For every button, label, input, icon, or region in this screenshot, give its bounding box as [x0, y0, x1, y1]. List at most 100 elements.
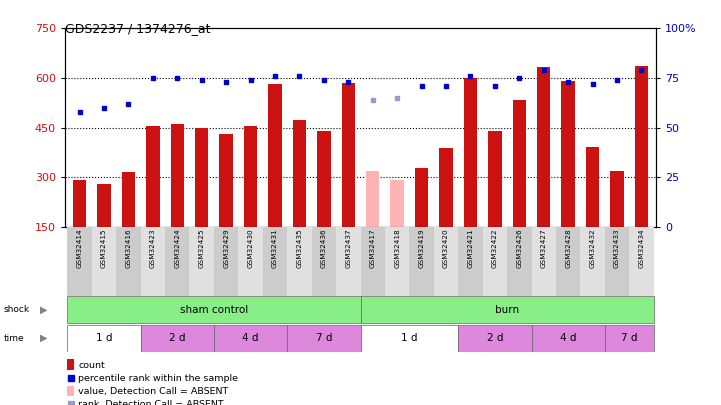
Bar: [73, 181, 87, 227]
Text: ▶: ▶: [40, 333, 47, 343]
Text: GSM32430: GSM32430: [247, 229, 254, 269]
Bar: [141, 324, 214, 352]
Text: GSM32432: GSM32432: [590, 229, 596, 269]
Bar: [605, 324, 654, 352]
Bar: [171, 124, 184, 227]
Bar: [537, 67, 550, 227]
Text: GSM32421: GSM32421: [467, 229, 474, 269]
Bar: [146, 126, 159, 227]
Bar: [562, 81, 575, 227]
Text: count: count: [79, 360, 105, 370]
Text: GSM32419: GSM32419: [419, 229, 425, 269]
Bar: [610, 171, 624, 227]
Bar: [244, 126, 257, 227]
Bar: [507, 227, 531, 296]
Bar: [629, 227, 654, 296]
Bar: [219, 134, 233, 227]
Text: 1 d: 1 d: [96, 333, 112, 343]
Bar: [580, 227, 605, 296]
Text: GSM32424: GSM32424: [174, 229, 180, 269]
Bar: [195, 128, 208, 227]
Text: GSM32427: GSM32427: [541, 229, 547, 269]
Bar: [92, 227, 116, 296]
Bar: [293, 120, 306, 227]
Bar: [67, 227, 92, 296]
Bar: [342, 83, 355, 227]
Bar: [262, 227, 287, 296]
Bar: [287, 227, 311, 296]
Bar: [67, 324, 141, 352]
Text: GSM32428: GSM32428: [565, 229, 571, 269]
Bar: [634, 66, 648, 227]
Bar: [311, 227, 336, 296]
Text: 2 d: 2 d: [487, 333, 503, 343]
Text: GSM32418: GSM32418: [394, 229, 400, 269]
Text: GSM32420: GSM32420: [443, 229, 449, 269]
Bar: [165, 227, 190, 296]
Bar: [317, 131, 330, 227]
Text: percentile rank within the sample: percentile rank within the sample: [79, 374, 239, 383]
Text: value, Detection Call = ABSENT: value, Detection Call = ABSENT: [79, 387, 229, 396]
Bar: [141, 227, 165, 296]
Text: GSM32415: GSM32415: [101, 229, 107, 269]
Text: GSM32433: GSM32433: [614, 229, 620, 269]
Bar: [385, 227, 410, 296]
Bar: [415, 168, 428, 227]
Text: GSM32436: GSM32436: [321, 229, 327, 269]
Bar: [268, 84, 282, 227]
Text: GSM32423: GSM32423: [150, 229, 156, 269]
Text: GSM32425: GSM32425: [199, 229, 205, 269]
Text: GSM32431: GSM32431: [272, 229, 278, 269]
Bar: [434, 227, 459, 296]
Bar: [513, 100, 526, 227]
Text: time: time: [4, 334, 25, 343]
Bar: [66, 386, 74, 396]
Bar: [190, 227, 214, 296]
Bar: [531, 227, 556, 296]
Bar: [66, 359, 74, 370]
Text: GSM32434: GSM32434: [639, 229, 645, 269]
Bar: [336, 227, 360, 296]
Text: GSM32426: GSM32426: [516, 229, 522, 269]
Bar: [459, 227, 482, 296]
Text: 4 d: 4 d: [560, 333, 576, 343]
Bar: [410, 227, 434, 296]
Bar: [459, 324, 531, 352]
Bar: [360, 227, 385, 296]
Text: GSM32422: GSM32422: [492, 229, 498, 269]
Bar: [67, 296, 360, 324]
Bar: [239, 227, 262, 296]
Bar: [605, 227, 629, 296]
Text: 4 d: 4 d: [242, 333, 259, 343]
Bar: [464, 78, 477, 227]
Bar: [97, 184, 111, 227]
Bar: [439, 148, 453, 227]
Text: burn: burn: [495, 305, 519, 315]
Text: sham control: sham control: [180, 305, 248, 315]
Bar: [482, 227, 507, 296]
Text: GSM32429: GSM32429: [223, 229, 229, 269]
Bar: [556, 227, 580, 296]
Bar: [214, 324, 287, 352]
Bar: [488, 131, 502, 227]
Text: GSM32414: GSM32414: [76, 229, 82, 269]
Text: GSM32437: GSM32437: [345, 229, 351, 269]
Bar: [116, 227, 141, 296]
Text: shock: shock: [4, 305, 30, 314]
Bar: [586, 147, 599, 227]
Bar: [531, 324, 605, 352]
Text: 7 d: 7 d: [621, 333, 637, 343]
Text: GSM32435: GSM32435: [296, 229, 302, 269]
Text: ▶: ▶: [40, 305, 47, 315]
Bar: [391, 180, 404, 227]
Bar: [366, 171, 379, 227]
Text: GSM32417: GSM32417: [370, 229, 376, 269]
Bar: [122, 172, 135, 227]
Bar: [287, 324, 360, 352]
Text: 2 d: 2 d: [169, 333, 185, 343]
Bar: [214, 227, 239, 296]
Text: GSM32416: GSM32416: [125, 229, 131, 269]
Text: 1 d: 1 d: [401, 333, 417, 343]
Bar: [360, 324, 459, 352]
Text: 7 d: 7 d: [316, 333, 332, 343]
